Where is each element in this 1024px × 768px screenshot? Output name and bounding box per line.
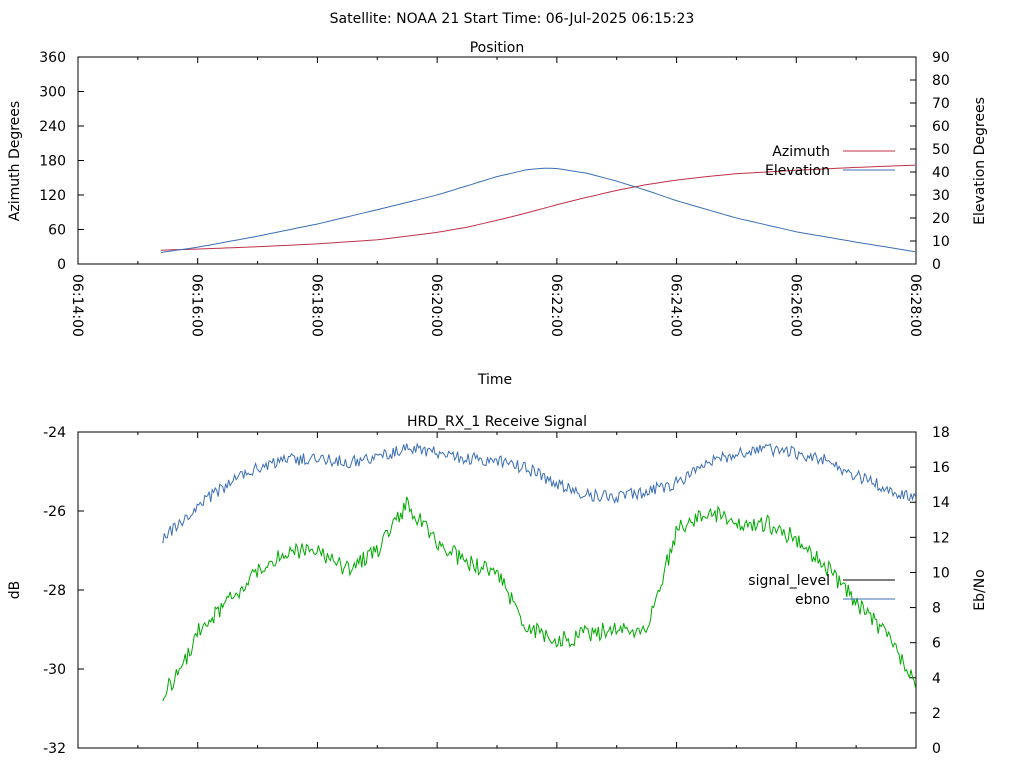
y-right-tick-label: 6 <box>932 636 941 652</box>
y-right-tick-label: 8 <box>932 601 941 617</box>
azimuth-line <box>160 164 916 251</box>
y-left-tick-label: 60 <box>48 223 66 239</box>
y-right-tick-label: 10 <box>932 565 950 581</box>
position-y-left-label: Azimuth Degrees <box>7 101 23 221</box>
y-right-tick-label: 10 <box>932 234 950 250</box>
ebno-line <box>162 442 916 544</box>
y-right-tick-label: 20 <box>932 211 950 227</box>
y-left-tick-label: 0 <box>57 257 66 273</box>
receive-chart-title: HRD_RX_1 Receive Signal <box>407 414 587 430</box>
y-right-tick-label: 90 <box>932 50 950 66</box>
y-left-tick-label: 240 <box>39 119 66 135</box>
y-right-tick-label: 0 <box>932 257 941 273</box>
y-left-tick-label: 180 <box>39 154 66 170</box>
figure-title: Satellite: NOAA 21 Start Time: 06-Jul-20… <box>330 11 695 27</box>
legend-label: ebno <box>795 592 830 608</box>
y-right-tick-label: 14 <box>932 495 950 511</box>
receive-y-left-label: dB <box>7 581 23 600</box>
x-tick-label: 06:22:00 <box>548 274 564 337</box>
y-left-tick-label: -28 <box>43 583 66 599</box>
elevation-line <box>160 167 916 253</box>
legend-label: signal_level <box>748 573 830 589</box>
y-right-tick-label: 2 <box>932 706 941 722</box>
x-tick-label: 06:20:00 <box>428 274 444 337</box>
x-tick-label: 06:24:00 <box>668 274 684 337</box>
y-right-tick-label: 80 <box>932 73 950 89</box>
y-right-tick-label: 60 <box>932 119 950 135</box>
receive-y-right-label: Eb/No <box>972 569 988 611</box>
position-chart: Position Azimuth Degrees Elevation Degre… <box>7 40 988 388</box>
y-right-tick-label: 18 <box>932 425 950 441</box>
y-right-tick-label: 30 <box>932 188 950 204</box>
x-tick-label: 06:18:00 <box>308 274 324 337</box>
y-left-tick-label: -30 <box>43 662 66 678</box>
y-left-tick-label: -26 <box>43 504 66 520</box>
x-tick-label: 06:26:00 <box>787 274 803 337</box>
legend-label: Elevation <box>765 163 830 179</box>
receive-plot-frame <box>77 431 917 749</box>
y-left-tick-label: -24 <box>43 425 66 441</box>
y-left-tick-label: 360 <box>39 50 66 66</box>
y-left-tick-label: 120 <box>39 188 66 204</box>
x-tick-label: 06:28:00 <box>907 274 923 337</box>
position-chart-title: Position <box>470 40 525 56</box>
y-right-tick-label: 4 <box>932 671 941 687</box>
y-right-tick-label: 12 <box>932 530 950 546</box>
position-plot-frame <box>77 56 917 265</box>
x-tick-label: 06:14:00 <box>69 274 85 337</box>
x-tick-label: 06:16:00 <box>189 274 205 337</box>
y-right-tick-label: 16 <box>932 460 950 476</box>
y-left-tick-label: 300 <box>39 85 66 101</box>
position-x-label: Time <box>477 372 512 388</box>
signal-level-green-trace-line <box>162 496 916 702</box>
y-right-tick-label: 0 <box>932 741 941 757</box>
receive-signal-chart: HRD_RX_1 Receive Signal dB Eb/No -24 -26 -… <box>7 414 988 757</box>
y-left-tick-label: -32 <box>43 741 66 757</box>
y-right-tick-label: 40 <box>932 165 950 181</box>
y-right-tick-label: 70 <box>932 96 950 112</box>
legend-label: Azimuth <box>772 144 830 160</box>
position-y-right-label: Elevation Degrees <box>972 97 988 225</box>
y-right-tick-label: 50 <box>932 142 950 158</box>
